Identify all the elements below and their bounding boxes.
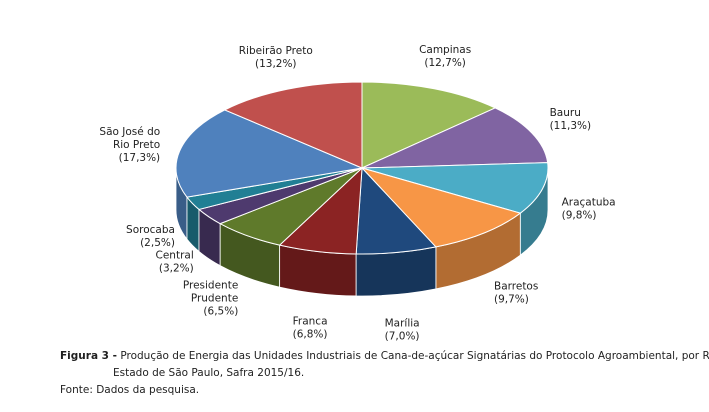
slice-label: Araçatuba (9,8%) xyxy=(562,196,616,221)
pie-tops xyxy=(175,81,549,255)
slice-label: Barretos (9,7%) xyxy=(494,281,538,306)
slice-label: Ribeirão Preto (13,2%) xyxy=(239,45,313,70)
slice-label: Presidente Prudente (6,5%) xyxy=(183,279,238,317)
slice-label: Sorocaba (2,5%) xyxy=(126,224,175,249)
pie-slice xyxy=(361,162,549,214)
slice-label: Campinas (12,7%) xyxy=(419,44,471,69)
caption-line-2: Estado de São Paulo, Safra 2015/16. xyxy=(113,367,305,379)
slice-label: Bauru (11,3%) xyxy=(550,107,592,132)
pie-slice xyxy=(360,167,522,248)
figure-label: Figura 3 - xyxy=(60,350,118,362)
pie-slice xyxy=(361,107,549,169)
caption-source: Fonte: Dados da pesquisa. xyxy=(60,384,200,396)
pie-slice xyxy=(175,109,364,198)
slice-label: São José do Rio Preto (17,3%) xyxy=(99,126,160,164)
slice-label: Franca (6,8%) xyxy=(293,316,328,341)
pie-slice xyxy=(223,81,363,169)
pie-labels: Campinas (12,7%) Bauru (11,3%) Araçatuba (9,8… xyxy=(99,44,615,343)
figure-caption: Figura 3 - Produção de Energia das Unida… xyxy=(60,348,709,399)
pie-sides xyxy=(175,167,549,297)
slice-label: Central (3,2%) xyxy=(156,250,194,275)
pie-slice xyxy=(361,81,497,169)
caption-line-1: Produção de Energia das Unidades Industr… xyxy=(117,350,709,362)
slice-label: Marília (7,0%) xyxy=(385,318,420,343)
